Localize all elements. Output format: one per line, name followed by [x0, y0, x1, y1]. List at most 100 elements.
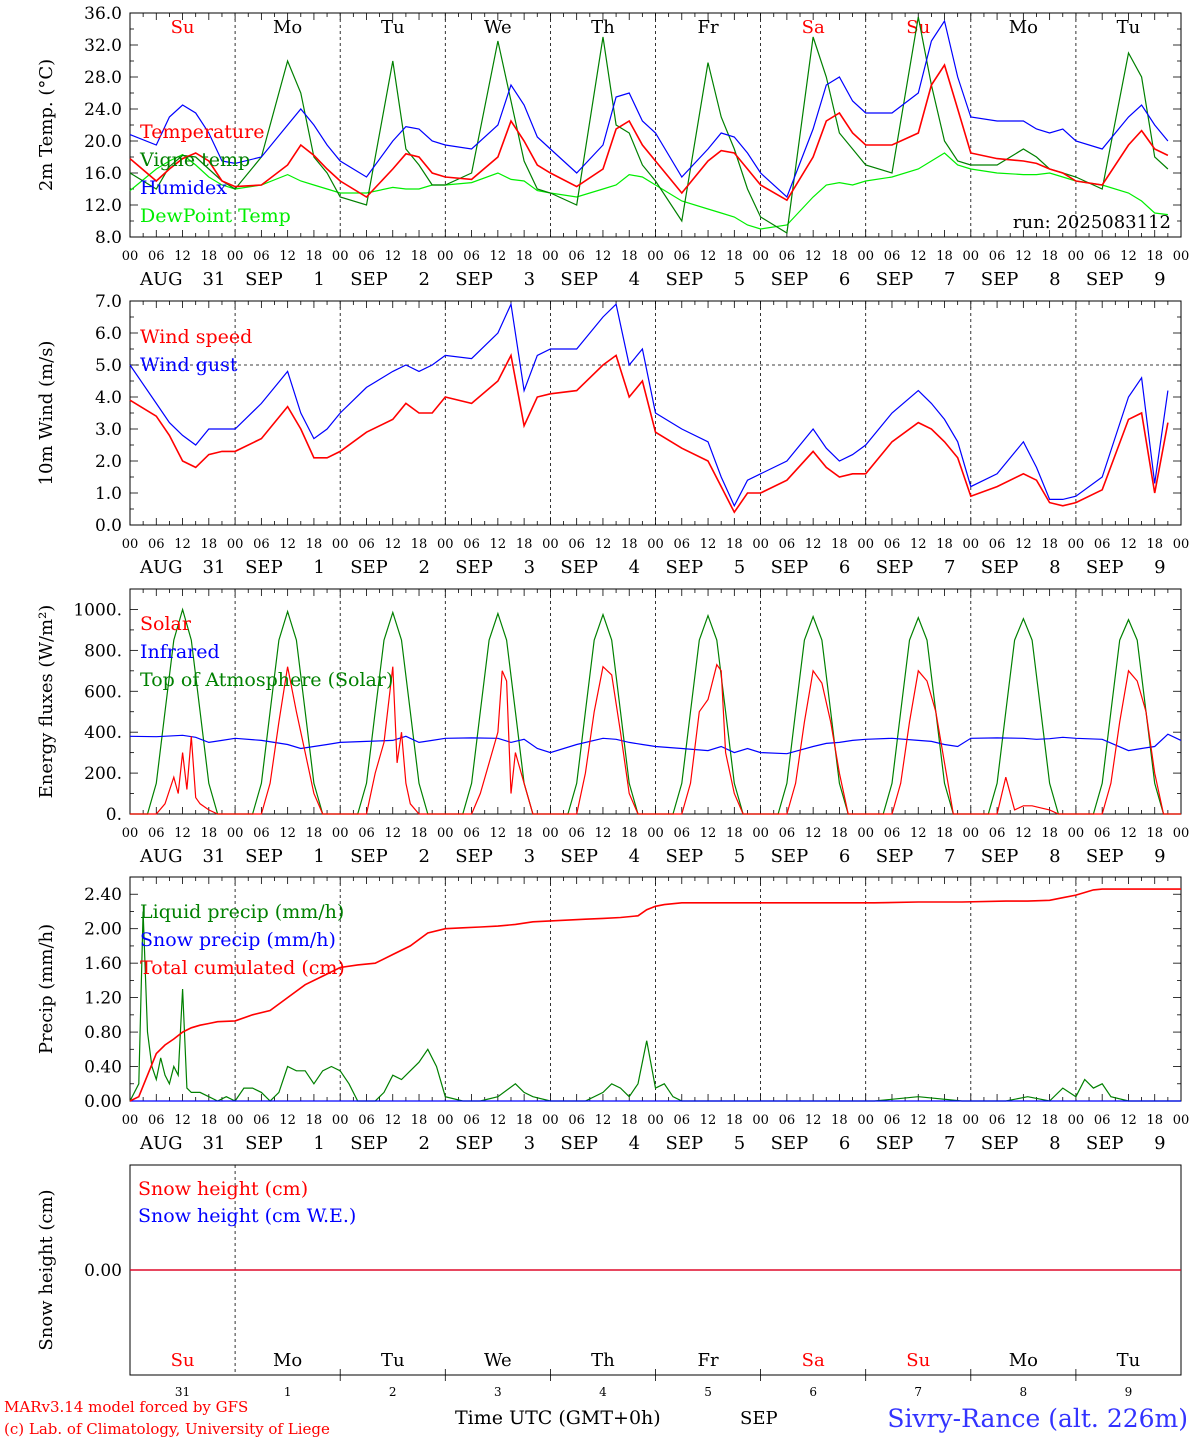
date-month-label: SEP	[1086, 269, 1124, 290]
hour-tick-label: 12	[910, 826, 927, 841]
y-tick-label: 1000.	[73, 600, 122, 620]
series-line	[129, 352, 1169, 514]
hour-tick-label: 18	[726, 249, 743, 264]
hour-tick-label: 00	[647, 249, 664, 264]
hour-tick-label: 06	[779, 1113, 796, 1128]
hour-tick-label: 06	[674, 826, 691, 841]
hour-tick-label: 06	[989, 1113, 1006, 1128]
panel-2: 0.0 1.0 2.0 3.0 4.0 5.0 6.0 7.0 10m Wind (m/s) Wi…	[36, 292, 1189, 578]
date-day-label: 6	[839, 846, 850, 867]
y-axis-label: Precip (mm/h)	[36, 924, 57, 1054]
date-day-label: 6	[839, 557, 850, 578]
hour-tick-label: 00	[437, 826, 454, 841]
date-day-label: 31	[203, 269, 226, 290]
day-label: We	[484, 17, 512, 38]
hour-tick-label: 00	[437, 1113, 454, 1128]
series-line	[130, 663, 1181, 815]
hour-tick-label: 12	[1015, 249, 1032, 264]
date-month-label: SEP	[771, 557, 809, 578]
hour-tick-label: 00	[1068, 1113, 1085, 1128]
y-axis-label: 2m Temp. (°C)	[36, 59, 57, 191]
y-tick-label: 8.0	[95, 228, 122, 248]
y-tick-label: 600.	[84, 682, 122, 702]
hour-tick-label: 00	[332, 249, 349, 264]
date-month-label: SEP	[876, 846, 914, 867]
hour-tick-label: 18	[936, 249, 953, 264]
hour-tick-label: 06	[463, 826, 480, 841]
hour-tick-label: 00	[542, 249, 559, 264]
hour-tick-label: 18	[726, 537, 743, 552]
hour-tick-label: 12	[279, 826, 296, 841]
legend-entry: Temperature	[140, 121, 264, 143]
hour-tick-label: 12	[805, 537, 822, 552]
hour-tick-label: 18	[1146, 1113, 1163, 1128]
hour-tick-label: 00	[332, 1113, 349, 1128]
hour-tick-label: 18	[516, 1113, 533, 1128]
hour-tick-label: 12	[700, 249, 717, 264]
hour-tick-label: 12	[490, 249, 507, 264]
legend-entry: Humidex	[140, 177, 227, 199]
hour-tick-label: 12	[595, 1113, 612, 1128]
hour-tick-label: 18	[831, 1113, 848, 1128]
date-day-label: 31	[203, 557, 226, 578]
date-day-label: 1	[313, 269, 324, 290]
hour-tick-label: 18	[201, 826, 218, 841]
hour-tick-label: 06	[1094, 826, 1111, 841]
hour-tick-label: 12	[490, 537, 507, 552]
hour-tick-label: 00	[1068, 537, 1085, 552]
hour-tick-label: 12	[910, 537, 927, 552]
date-day-label: 1	[313, 1133, 324, 1154]
hour-tick-label: 00	[122, 826, 139, 841]
hour-tick-label: 18	[201, 249, 218, 264]
hour-tick-label: 12	[279, 537, 296, 552]
series-line	[129, 302, 1169, 508]
hour-tick-label: 06	[884, 1113, 901, 1128]
date-month-label: SEP	[876, 269, 914, 290]
date-day-label: 5	[734, 557, 745, 578]
hour-tick-label: 06	[148, 1113, 165, 1128]
hour-tick-label: 18	[306, 1113, 323, 1128]
hour-tick-label: 18	[1041, 537, 1058, 552]
legend-entry: Infrared	[140, 641, 220, 663]
hour-tick-label: 12	[174, 537, 191, 552]
day-label: Mo	[1009, 17, 1038, 38]
hour-tick-label: 06	[779, 537, 796, 552]
date-day-label: 3	[524, 846, 535, 867]
date-day-label: 1	[313, 846, 324, 867]
footer-day-number: 4	[599, 1385, 607, 1399]
hour-tick-label: 00	[752, 826, 769, 841]
date-month-label: SEP	[981, 557, 1019, 578]
hour-tick-label: 12	[595, 537, 612, 552]
hour-tick-label: 18	[621, 1113, 638, 1128]
day-label: Su	[906, 1350, 930, 1371]
legend-entry: Snow height (cm W.E.)	[138, 1205, 356, 1227]
hour-tick-label: 06	[1094, 537, 1111, 552]
date-day-label: 9	[1154, 269, 1165, 290]
date-day-label: 4	[629, 269, 640, 290]
date-day-label: 2	[418, 1133, 429, 1154]
y-tick-label: 12.0	[84, 196, 122, 216]
hour-tick-label: 00	[1173, 249, 1190, 264]
legend-entry: Vigne temp	[139, 149, 250, 171]
date-month-label: SEP	[560, 1133, 598, 1154]
footer: MARv3.14 model forced by GFS (c) Lab. of …	[4, 1398, 1188, 1438]
panel-4: 0.00 0.40 0.80 1.20 1.60 2.00 2.40 Precip (mm/h…	[36, 876, 1189, 1154]
hour-tick-label: 12	[490, 826, 507, 841]
date-day-label: 5	[734, 269, 745, 290]
date-month-label: SEP	[876, 1133, 914, 1154]
y-tick-label: 1.0	[95, 484, 122, 504]
hour-tick-label: 06	[568, 826, 585, 841]
legend-entry: Snow precip (mm/h)	[140, 929, 336, 951]
time-axis-label: Time UTC (GMT+0h)	[455, 1407, 661, 1429]
date-month-label: SEP	[1086, 557, 1124, 578]
hour-tick-label: 06	[358, 826, 375, 841]
hour-tick-label: 00	[857, 249, 874, 264]
hour-tick-label: 18	[726, 1113, 743, 1128]
date-month-label: SEP	[1086, 846, 1124, 867]
day-label: Su	[171, 1350, 195, 1371]
footer-day-number: 8	[1020, 1385, 1028, 1399]
hour-tick-label: 18	[726, 826, 743, 841]
hour-tick-label: 06	[989, 826, 1006, 841]
hour-tick-label: 18	[621, 249, 638, 264]
hour-tick-label: 06	[358, 249, 375, 264]
